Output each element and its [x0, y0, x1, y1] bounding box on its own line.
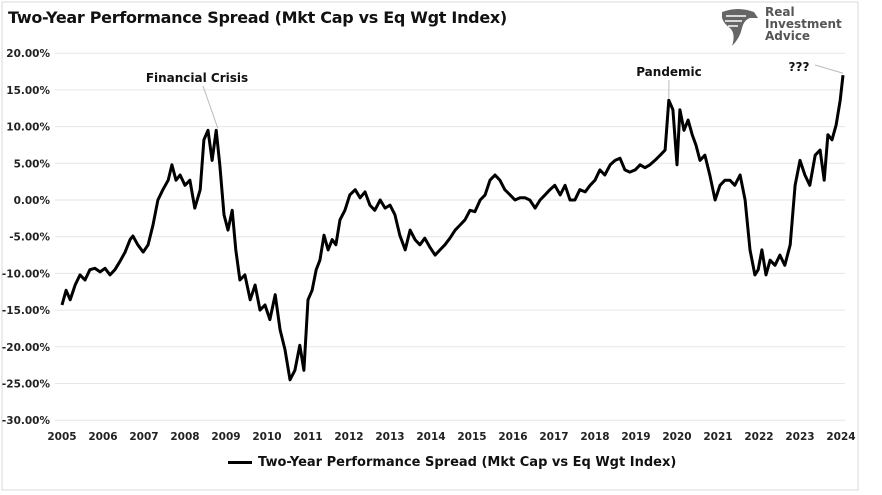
annotation-label: Financial Crisis: [146, 71, 248, 85]
legend: Two-Year Performance Spread (Mkt Cap vs …: [228, 455, 676, 470]
x-tick-label: 2020: [662, 431, 691, 443]
chart-frame: [1, 1, 859, 491]
annotation-label: Pandemic: [636, 65, 702, 79]
x-tick-label: 2017: [539, 431, 568, 443]
legend-label: Two-Year Performance Spread (Mkt Cap vs …: [258, 455, 677, 470]
x-tick-label: 2006: [88, 431, 117, 443]
y-tick-label: 15.00%: [6, 85, 50, 97]
y-tick-label: -30.00%: [2, 415, 51, 427]
annotation-label: ???: [789, 60, 810, 74]
logo-line1: Real: [765, 5, 795, 19]
x-tick-label: 2012: [334, 431, 363, 443]
x-tick-label: 2015: [457, 431, 486, 443]
x-tick-label: 2008: [170, 431, 199, 443]
y-tick-label: 20.00%: [6, 48, 50, 60]
x-tick-label: 2021: [703, 431, 732, 443]
x-tick-label: 2005: [47, 431, 76, 443]
x-tick-label: 2019: [621, 431, 650, 443]
y-tick-label: 5.00%: [14, 158, 51, 170]
eagle-logo-icon: [722, 9, 758, 46]
x-tick-label: 2016: [498, 431, 527, 443]
annotation-leader: [202, 85, 219, 129]
annotations: Financial Crisis Pandemic???: [146, 60, 844, 129]
x-axis-ticks: 2005 2006 2007 2008 2009 2010 2011 2012 2013 2014…: [47, 431, 855, 443]
x-tick-label: 2013: [375, 431, 404, 443]
chart-title: Two-Year Performance Spread (Mkt Cap vs …: [8, 8, 507, 27]
x-tick-label: 2011: [293, 431, 322, 443]
x-tick-label: 2018: [580, 431, 609, 443]
x-tick-label: 2010: [252, 431, 281, 443]
annotation-leader: [814, 64, 844, 74]
logo-line2: Investment: [765, 17, 842, 31]
x-tick-label: 2024: [826, 431, 855, 443]
x-tick-label: 2014: [416, 431, 445, 443]
y-tick-label: 10.00%: [6, 122, 50, 134]
gridlines: [55, 52, 845, 421]
x-tick-label: 2007: [129, 431, 158, 443]
y-tick-label: -25.00%: [2, 379, 51, 391]
x-tick-label: 2009: [211, 431, 240, 443]
y-tick-label: 0.00%: [14, 195, 51, 207]
y-axis-ticks: 20.00% 15.00% 10.00% 5.00% 0.00% -5.00% -10.00…: [2, 48, 51, 427]
series-line-spread: [60, 75, 845, 382]
legend-swatch: [228, 461, 252, 464]
x-tick-label: 2022: [744, 431, 773, 443]
y-tick-label: -10.00%: [2, 268, 51, 280]
y-tick-label: -5.00%: [9, 232, 50, 244]
y-tick-label: -20.00%: [2, 342, 51, 354]
logo: Real Investment Advice: [720, 6, 850, 46]
y-tick-label: -15.00%: [2, 305, 51, 317]
logo-line3: Advice: [765, 29, 811, 43]
logo-text: Real Investment Advice: [765, 6, 842, 42]
x-tick-label: 2023: [785, 431, 814, 443]
